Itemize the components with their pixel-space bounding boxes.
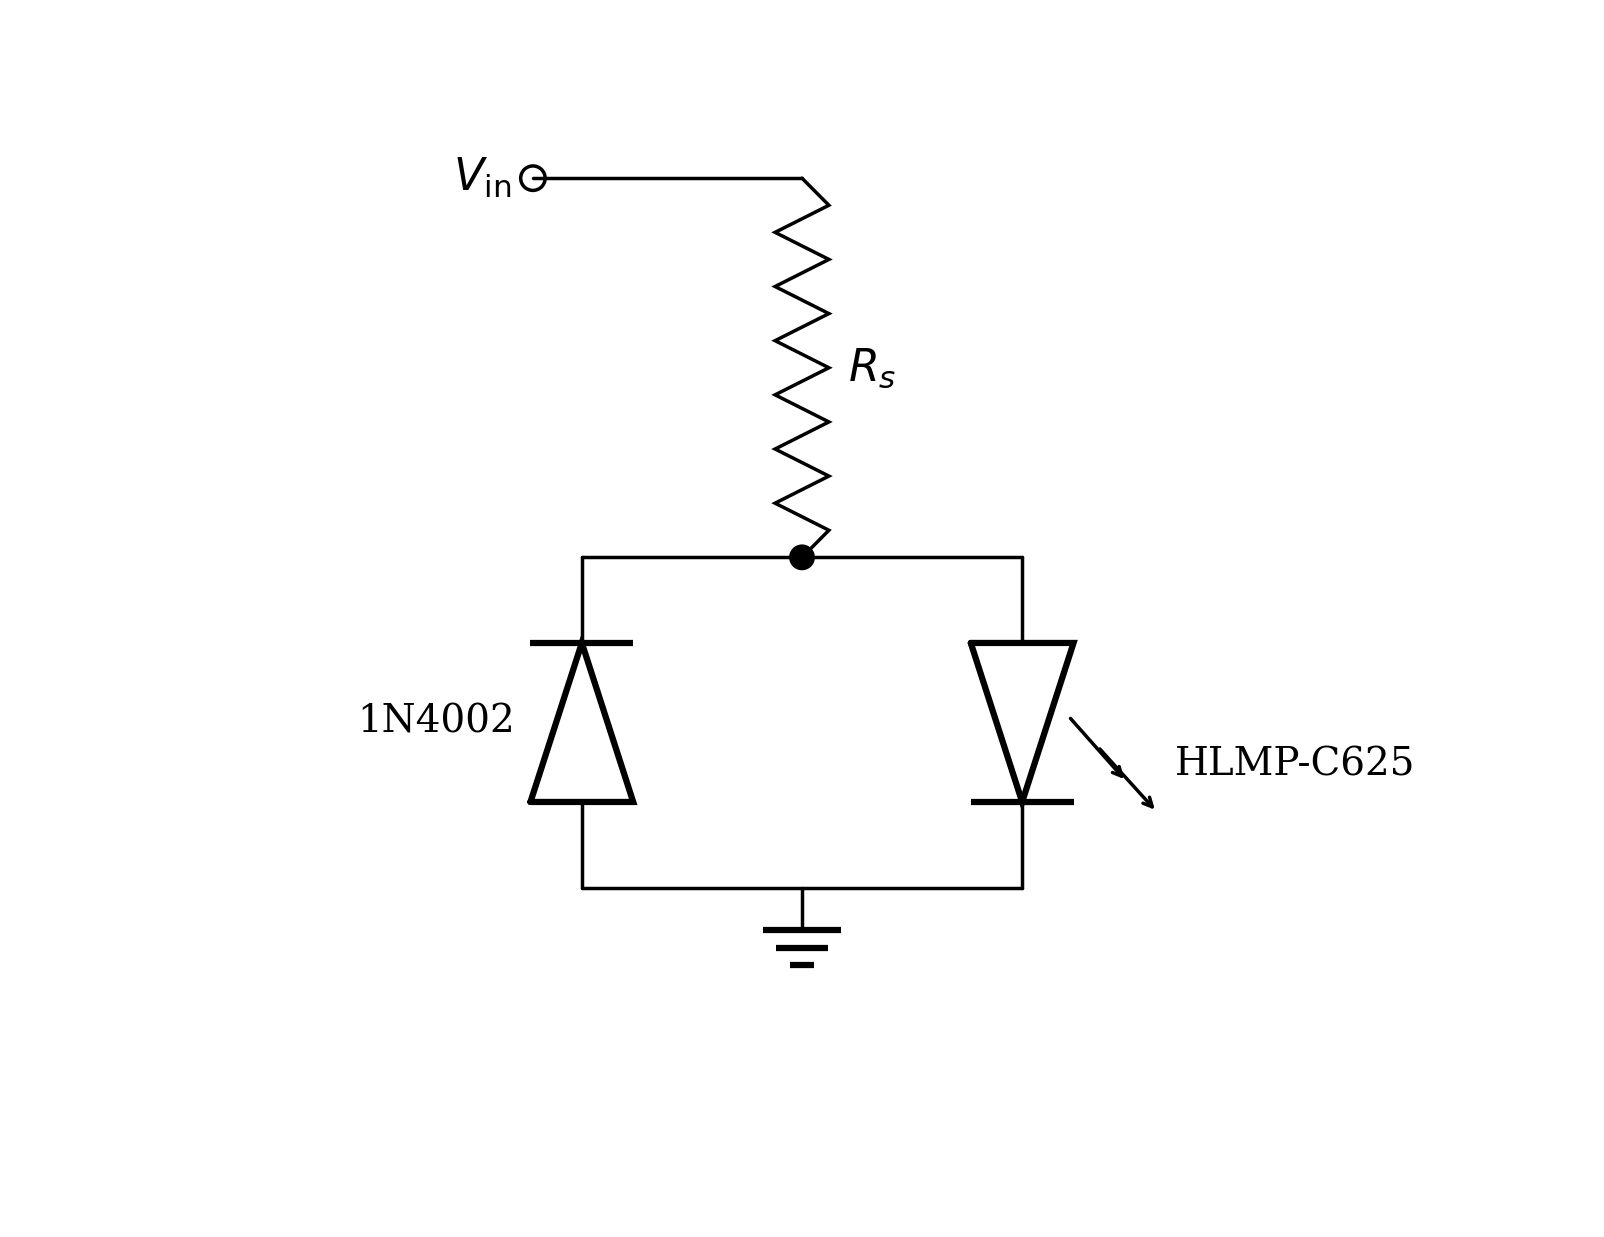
Text: $R_s$: $R_s$ <box>849 346 897 390</box>
Text: $V_{\mathrm{in}}$: $V_{\mathrm{in}}$ <box>452 156 512 200</box>
Circle shape <box>789 546 815 569</box>
Text: 1N4002: 1N4002 <box>356 704 515 741</box>
Text: HLMP-C625: HLMP-C625 <box>1176 747 1416 784</box>
